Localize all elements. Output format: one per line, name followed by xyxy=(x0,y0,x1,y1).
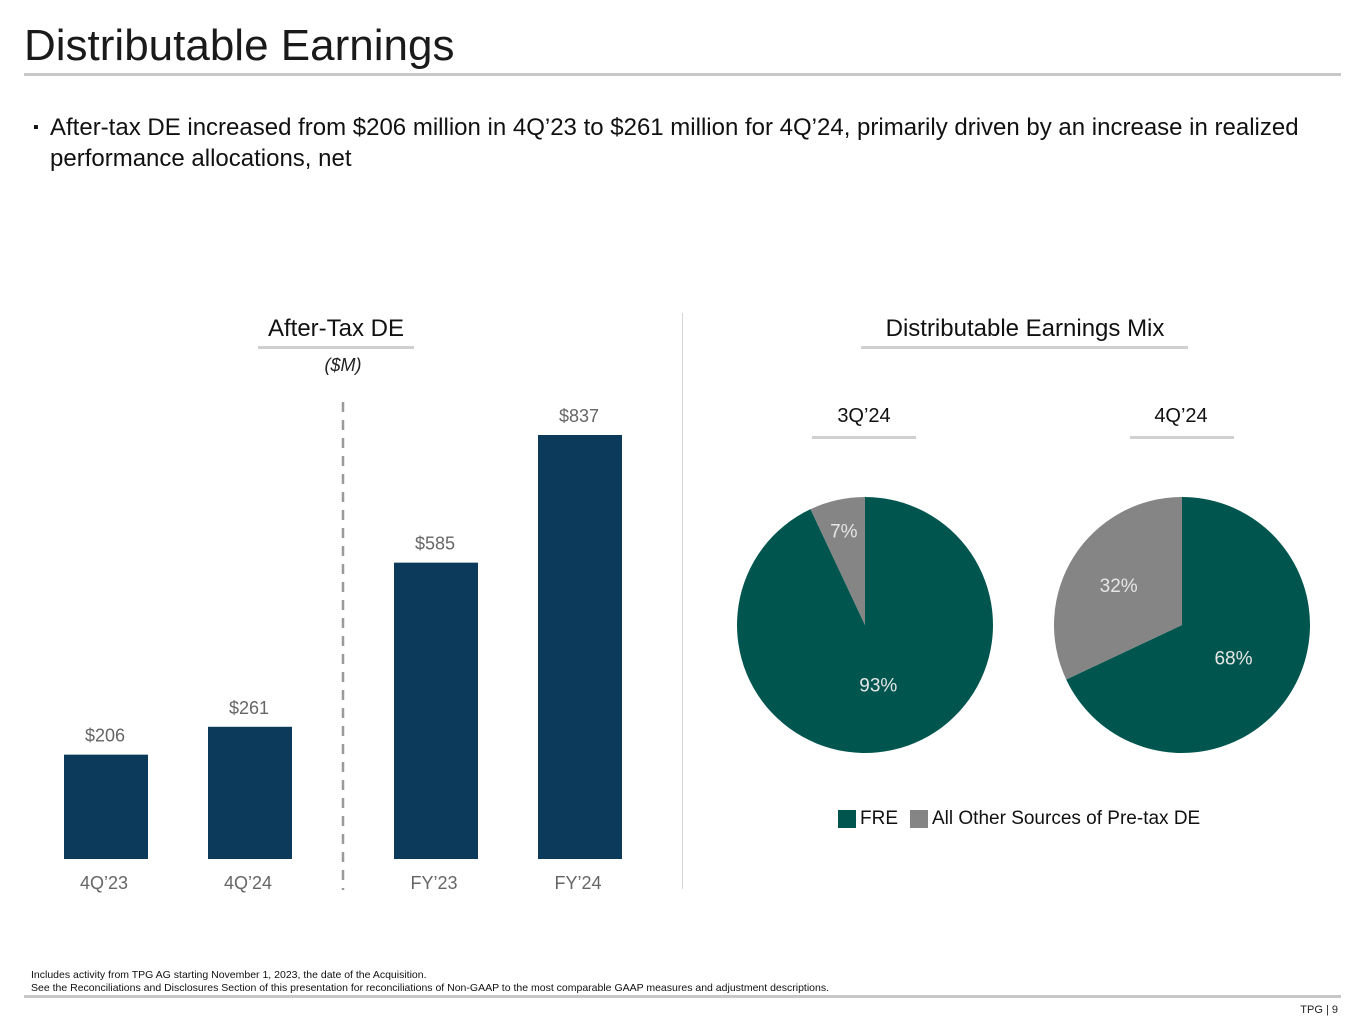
bar-category-label-1: 4Q’24 xyxy=(224,873,272,893)
pie-title-rule-3q24 xyxy=(812,436,916,439)
bar-chart-units: ($M) xyxy=(324,355,362,375)
legend-label-fre: FRE xyxy=(860,808,898,829)
bar-chart-title: After-Tax DE xyxy=(267,315,405,342)
pie-0-label-1: 7% xyxy=(830,521,858,542)
pie-chart-title-rule xyxy=(861,346,1188,349)
footnotes: Includes activity from TPG AG starting N… xyxy=(31,969,829,995)
footnote-2: See the Reconciliations and Disclosures … xyxy=(31,982,830,994)
pie-1-label-1: 32% xyxy=(1100,576,1138,597)
legend-swatch-fre xyxy=(838,810,856,828)
bar-1 xyxy=(208,726,292,859)
bar-3 xyxy=(538,435,622,859)
bar-category-label-2: FY’23 xyxy=(410,873,457,893)
bar-value-label-2: $585 xyxy=(415,534,455,554)
bar-category-label-0: 4Q’23 xyxy=(80,873,128,893)
pie-1-slice-0 xyxy=(1066,497,1310,753)
legend-swatch-other xyxy=(910,810,928,828)
legend-item-fre: FRE xyxy=(838,808,898,830)
bar-chart-title-rule xyxy=(258,346,414,349)
pie-0-slice-0 xyxy=(736,497,993,753)
summary-bullet: ▪ After-tax DE increased from $206 milli… xyxy=(33,112,1333,174)
legend-label-other: All Other Sources of Pre-tax DE xyxy=(932,808,1201,829)
pie-chart-title: Distributable Earnings Mix xyxy=(885,315,1165,342)
bullet-text: After-tax DE increased from $206 million… xyxy=(50,114,1299,172)
bullet-marker: ▪ xyxy=(33,119,39,136)
pie-0-slice-1 xyxy=(810,497,865,625)
pie-title-3q24: 3Q’24 xyxy=(837,405,891,427)
page-title: Distributable Earnings xyxy=(24,21,455,70)
bar-category-label-3: FY’24 xyxy=(554,873,601,893)
footer-rule xyxy=(24,995,1341,998)
pie-0-label-0: 93% xyxy=(859,676,897,697)
title-rule xyxy=(24,73,1341,76)
section-divider xyxy=(682,313,683,889)
pie-1-slice-1 xyxy=(1054,497,1182,680)
bar-value-label-3: $837 xyxy=(559,406,599,426)
pie-title-rule-4q24 xyxy=(1130,436,1234,439)
footnote-1: Includes activity from TPG AG starting N… xyxy=(31,969,427,981)
bar-value-label-1: $261 xyxy=(229,698,269,718)
pie-1-label-0: 68% xyxy=(1214,649,1252,670)
pie-title-4q24: 4Q’24 xyxy=(1154,405,1208,427)
page-number: TPG | 9 xyxy=(1300,1004,1338,1016)
bar-2 xyxy=(394,562,478,859)
bar-0 xyxy=(64,754,148,859)
legend-item-other: All Other Sources of Pre-tax DE xyxy=(910,808,1200,830)
bar-value-label-0: $206 xyxy=(85,726,125,746)
pie-legend: FRE All Other Sources of Pre-tax DE xyxy=(838,808,1212,830)
